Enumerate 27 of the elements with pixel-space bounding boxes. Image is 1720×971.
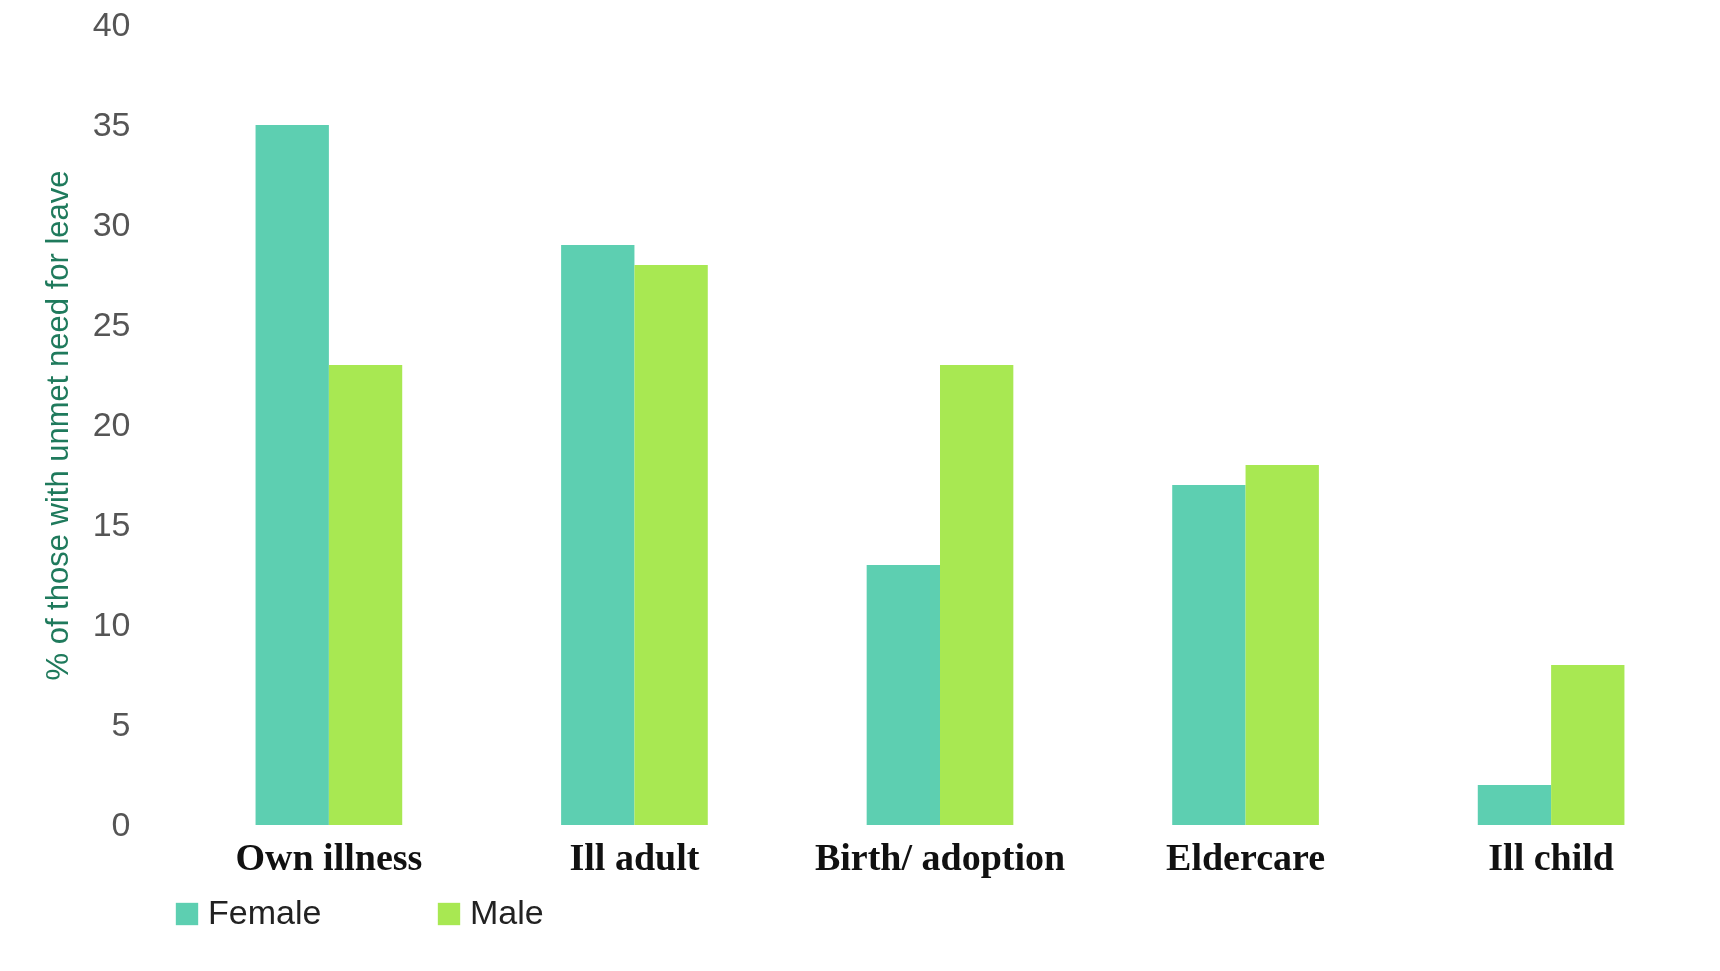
bar: [328, 365, 403, 825]
y-tick-label: 10: [92, 604, 131, 643]
y-axis-title: % of those with unmet need for leave: [39, 170, 75, 681]
y-tick-label: 5: [111, 704, 131, 743]
bar: [561, 245, 635, 825]
bar: [1551, 665, 1625, 825]
bar: [940, 365, 1014, 825]
legend-label: Male: [470, 893, 544, 931]
bar: [634, 265, 708, 825]
y-tick-label: 20: [92, 404, 131, 443]
y-tick-label: 35: [92, 104, 131, 143]
bar: [1477, 785, 1552, 825]
bar: [255, 125, 329, 825]
y-tick-label: 25: [92, 304, 131, 343]
bar: [1172, 485, 1246, 825]
x-tick-label: Ill child: [1488, 835, 1614, 878]
bar: [1245, 465, 1319, 825]
x-tick-label: Birth/ adoption: [814, 835, 1066, 878]
x-tick-label: Eldercare: [1166, 835, 1326, 878]
y-tick-label: 15: [92, 504, 131, 543]
legend-label: Female: [208, 893, 322, 931]
y-tick-label: 40: [92, 4, 131, 43]
y-tick-label: 30: [92, 204, 131, 243]
y-tick-label: 0: [111, 804, 131, 843]
x-tick-label: Own illness: [235, 835, 423, 878]
x-tick-label: Ill adult: [569, 835, 700, 878]
bar: [866, 565, 940, 825]
